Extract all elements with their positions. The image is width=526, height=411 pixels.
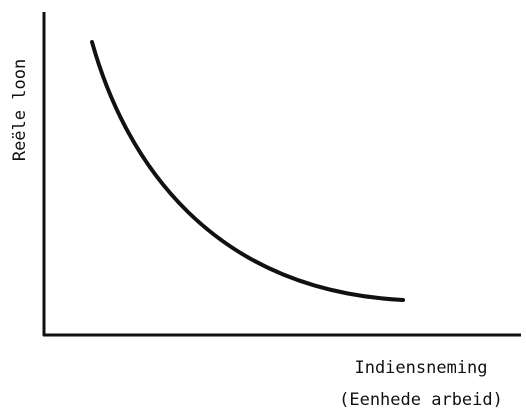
x-axis-label-unit: (Eenhede arbeid): [339, 390, 503, 410]
demand-curve: [90, 40, 405, 302]
x-axis-label: Indiensneming: [354, 358, 487, 378]
y-axis-label: Reële loon: [10, 59, 30, 161]
